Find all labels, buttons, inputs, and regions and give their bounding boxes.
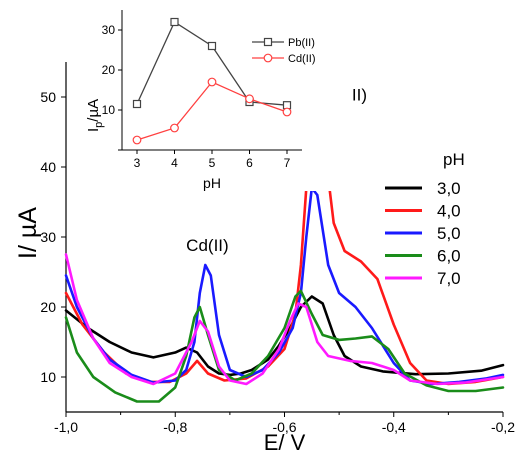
y-tick-label: 10 bbox=[40, 369, 56, 385]
inset-point-pbii bbox=[207, 41, 217, 51]
inset-x-tick-label: 6 bbox=[246, 156, 253, 170]
legend-label: 3,0 bbox=[437, 179, 461, 198]
y-axis-label: I/ µA bbox=[14, 207, 42, 259]
main-legend: pH 3,0 4,0 5,0 6,0 7,0 bbox=[385, 150, 465, 288]
series-line-ph-3-0 bbox=[64, 295, 505, 377]
x-tick-label: -0,2 bbox=[491, 419, 515, 435]
inset-y-axis-label-subscript: p bbox=[93, 122, 105, 128]
y-tick-label: 30 bbox=[40, 229, 56, 245]
inset-legend-marker-cdii bbox=[263, 53, 273, 63]
inset-legend: Pb(II) Cd(II) bbox=[252, 37, 316, 65]
inset-point-cdii bbox=[170, 123, 179, 133]
inset-point-cdii bbox=[245, 94, 254, 104]
inset-point-pbii bbox=[132, 99, 142, 109]
x-axis-label: E/ V bbox=[264, 430, 306, 455]
y-tick-label: 20 bbox=[40, 299, 56, 315]
x-tick-label: -1,0 bbox=[54, 419, 78, 435]
inset-point-cdii bbox=[282, 107, 292, 117]
main-series-group bbox=[64, 102, 505, 403]
inset-point-cdii bbox=[207, 77, 217, 87]
inset-legend-label-cdii: Cd(II) bbox=[288, 53, 316, 65]
inset-x-tick-label: 7 bbox=[284, 156, 291, 170]
inset-legend-marker-pbii bbox=[263, 37, 273, 47]
inset-y-axis-label: Ip/µA bbox=[85, 99, 105, 132]
inset-legend-label-pbii: Pb(II) bbox=[288, 37, 315, 49]
inset-y-axis-label-symbol: I bbox=[85, 128, 102, 132]
inset-series-group bbox=[132, 17, 292, 145]
series-line-ph-7-0 bbox=[64, 253, 505, 386]
inset-y-axis-label-unit: /µA bbox=[85, 99, 102, 122]
series-line-ph-6-0 bbox=[64, 289, 505, 403]
inset-point-cdii bbox=[132, 135, 142, 145]
x-tick-label: -0,4 bbox=[382, 419, 406, 435]
inset-background bbox=[77, 6, 352, 191]
legend-label: 6,0 bbox=[437, 247, 461, 266]
inset-x-axis-label: pH bbox=[203, 175, 221, 191]
inset-x-tick-label: 5 bbox=[209, 156, 216, 170]
inset-x-tick-label: 4 bbox=[171, 156, 178, 170]
inset-y-tick-label: 30 bbox=[102, 23, 116, 37]
legend-label: 5,0 bbox=[437, 224, 461, 243]
y-tick-label: 40 bbox=[40, 159, 56, 175]
x-tick-label: -0,6 bbox=[272, 419, 296, 435]
main-axes: -1,0 -0,8 -0,6 -0,4 -0,2 10 20 30 40 50 bbox=[40, 62, 515, 435]
inset-chart: 3 4 5 6 7 10 20 30 pH Ip/µA Pb(II) Cd(II) bbox=[77, 6, 352, 191]
inset-x-tick-label: 3 bbox=[134, 156, 141, 170]
y-tick-label: 50 bbox=[40, 89, 56, 105]
legend-label: 4,0 bbox=[437, 202, 461, 221]
inset-point-pbii bbox=[170, 17, 179, 27]
legend-title: pH bbox=[443, 150, 465, 169]
x-tick-label: -0,8 bbox=[163, 419, 187, 435]
inset-axes: 3 4 5 6 7 10 20 30 bbox=[102, 10, 302, 170]
inset-y-tick-label: 10 bbox=[102, 103, 116, 117]
inset-y-tick-label: 20 bbox=[102, 63, 116, 77]
annotation-cd: Cd(II) bbox=[186, 236, 229, 255]
legend-label: 7,0 bbox=[437, 269, 461, 288]
